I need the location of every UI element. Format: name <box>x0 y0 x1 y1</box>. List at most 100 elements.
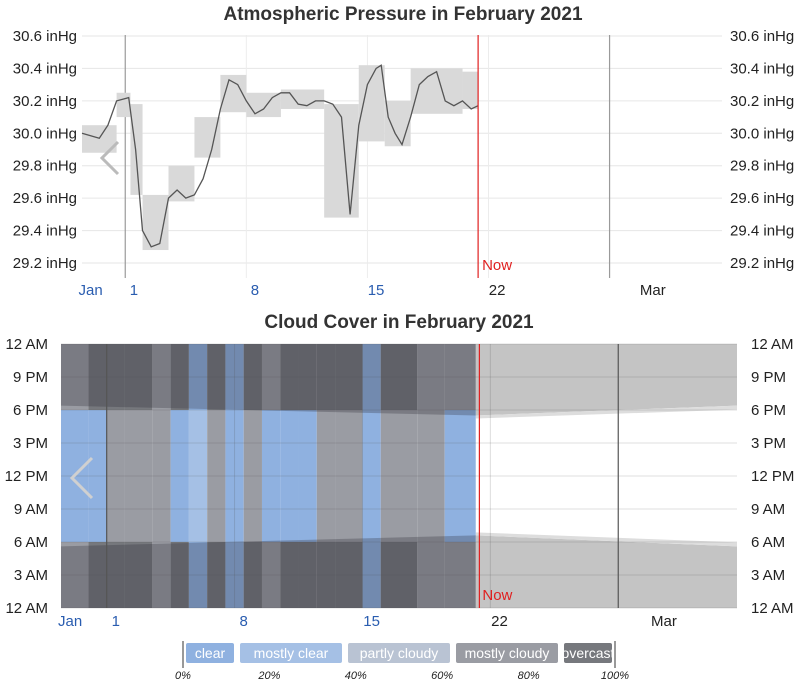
cloud-cell-day <box>243 410 262 542</box>
cloud-cell-night-evening <box>152 344 171 410</box>
pressure-range-band <box>130 104 143 195</box>
legend-label: partly cloudy <box>360 645 439 661</box>
legend-label: mostly clear <box>254 645 329 661</box>
cloud-x-tick: 15 <box>363 613 380 630</box>
pressure-y-tick-right: 29.6 inHg <box>730 190 794 207</box>
cloud-cell-day <box>261 410 281 542</box>
pressure-range-band <box>462 71 479 109</box>
pressure-range-band <box>168 165 195 202</box>
pressure-y-tick-right: 30.6 inHg <box>730 28 794 45</box>
pressure-y-tick-left: 29.2 inHg <box>13 255 77 272</box>
cloud-cell-night-evening <box>243 344 262 410</box>
cloud-y-tick-left: 12 PM <box>5 468 48 485</box>
pressure-y-tick-left: 29.4 inHg <box>13 223 77 240</box>
pressure-x-tick: 8 <box>251 282 259 299</box>
cloud-cell-day <box>170 410 189 542</box>
cloud-cell-night-morning <box>380 542 418 608</box>
cloud-cell-night-evening <box>316 344 336 410</box>
cloud-cell-day <box>152 410 171 542</box>
night-shade-evening <box>61 344 476 416</box>
cloud-cover-chart: Cloud Cover in February 2021 12 AM 12 AM 9 … <box>5 312 795 630</box>
cloud-y-tick-right: 6 PM <box>751 402 786 419</box>
cloud-y-tick-right: 9 AM <box>751 501 785 518</box>
cloud-cell-night-morning <box>444 542 476 608</box>
cloud-cell-night-morning <box>152 542 171 608</box>
cloud-cell-night-evening <box>61 344 89 410</box>
cloud-cell-day <box>124 410 153 542</box>
legend-swatch-mostly-clear <box>240 643 342 663</box>
previous-arrow-icon <box>69 456 94 500</box>
legend-percent: 60% <box>431 670 453 682</box>
pressure-y-tick-right: 29.8 inHg <box>730 158 794 175</box>
cloud-cell-night-morning <box>261 542 281 608</box>
pressure-range-band <box>410 68 463 114</box>
cloud-cell-night-evening <box>88 344 107 410</box>
cloud-cell-night-evening <box>380 344 418 410</box>
pressure-y-tick-right: 30.0 inHg <box>730 125 794 142</box>
pressure-now-label: Now <box>482 257 512 274</box>
cloud-y-tick-right: 9 PM <box>751 369 786 386</box>
cloud-y-tick-right: 12 PM <box>751 468 794 485</box>
cloud-cell-day <box>335 410 363 542</box>
pressure-y-tick-left: 30.0 inHg <box>13 125 77 142</box>
cloud-y-tick-right: 12 AM <box>751 600 794 617</box>
cloud-cell-day <box>225 410 244 542</box>
cloud-cell-day <box>380 410 418 542</box>
cloud-cell-night-morning <box>335 542 363 608</box>
future-evening-night-area <box>475 344 737 416</box>
cloud-y-tick-left: 9 AM <box>14 501 48 518</box>
cloud-x-tick: Mar <box>651 613 677 630</box>
legend-label: mostly cloudy <box>465 645 550 661</box>
cloud-cell-night-morning <box>225 542 244 608</box>
pressure-range-band <box>384 100 411 147</box>
cloud-cell-night-evening <box>298 344 317 410</box>
cloud-y-tick-left: 3 PM <box>13 435 48 452</box>
legend-label: clear <box>195 645 226 661</box>
cloud-cell-night-morning <box>362 542 381 608</box>
cloud-y-tick-left: 9 PM <box>13 369 48 386</box>
cloud-cell-day <box>106 410 125 542</box>
cloud-cell-night-evening <box>207 344 226 410</box>
cloud-cell-night-evening <box>444 344 476 410</box>
cloud-chart-title: Cloud Cover in February 2021 <box>264 312 534 333</box>
legend-percent: 0% <box>175 670 191 682</box>
cloud-cell-day <box>280 410 299 542</box>
cloud-cell-night-morning <box>188 542 208 608</box>
pressure-range-band <box>142 194 169 251</box>
future-morning-night-area <box>475 535 737 608</box>
pressure-x-tick: 1 <box>130 282 138 299</box>
pressure-y-tick-right: 30.2 inHg <box>730 93 794 110</box>
cloud-cell-night-morning <box>207 542 226 608</box>
cloud-y-tick-left: 6 PM <box>13 402 48 419</box>
pressure-range-band <box>280 89 325 109</box>
cloud-x-tick: 1 <box>112 613 120 630</box>
pressure-x-tick: Jan <box>79 282 103 299</box>
legend-label: overcast <box>562 645 615 661</box>
pressure-y-tick-left: 29.6 inHg <box>13 190 77 207</box>
legend-percent: 20% <box>257 670 280 682</box>
cloud-cell-day <box>188 410 208 542</box>
legend-swatch-clear <box>186 643 234 663</box>
cloud-cell-day <box>417 410 445 542</box>
legend-swatch-overcast <box>564 643 612 663</box>
cloud-cell-night-evening <box>188 344 208 410</box>
previous-arrow-icon <box>99 140 120 176</box>
pressure-y-tick-left: 30.4 inHg <box>13 60 77 77</box>
cloud-now-label: Now <box>482 587 512 604</box>
cloud-cell-day <box>444 410 476 542</box>
cloud-x-tick: Jan <box>58 613 82 630</box>
cloud-cell-day <box>88 410 107 542</box>
legend-swatch-partly-cloudy <box>348 643 450 663</box>
pressure-chart: Atmospheric Pressure in February 2021 30.… <box>13 4 794 299</box>
legend-percent: 100% <box>601 670 629 682</box>
legend-swatch-mostly-cloudy <box>456 643 558 663</box>
cloud-cell-night-morning <box>280 542 299 608</box>
pressure-y-tick-left: 30.6 inHg <box>13 28 77 45</box>
pressure-range-band <box>194 117 221 158</box>
cloud-cell-night-evening <box>335 344 363 410</box>
cloud-cell-night-morning <box>298 542 317 608</box>
cloud-cell-day <box>362 410 381 542</box>
cloud-cell-night-morning <box>170 542 189 608</box>
cloud-y-tick-right: 12 AM <box>751 336 794 353</box>
cloud-cell-night-evening <box>417 344 445 410</box>
